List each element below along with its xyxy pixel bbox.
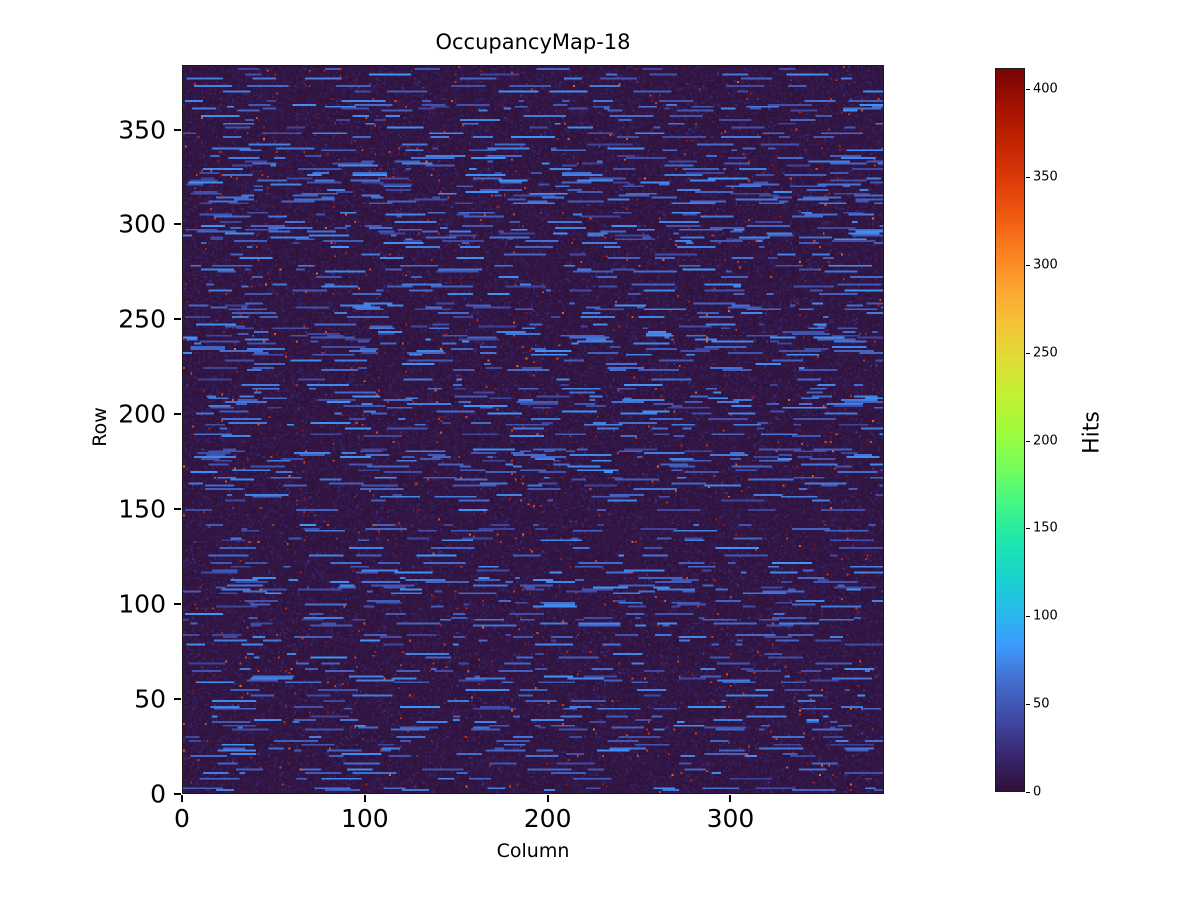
y-tick-label: 250 <box>118 304 166 334</box>
y-tick-label: 100 <box>118 589 166 619</box>
y-tick-label: 150 <box>118 494 166 524</box>
colorbar-tick-label: 100 <box>1033 608 1058 624</box>
colorbar-tick-label: 200 <box>1033 433 1058 449</box>
x-tick-mark <box>729 795 732 802</box>
chart-title: OccupancyMap-18 <box>435 30 631 54</box>
x-tick-mark <box>363 795 366 802</box>
colorbar-tick-mark <box>1026 264 1030 266</box>
y-tick-mark <box>174 223 181 226</box>
colorbar-tick-mark <box>1026 89 1030 91</box>
colorbar-tick-label: 350 <box>1033 169 1058 185</box>
colorbar-tick-mark <box>1026 176 1030 178</box>
y-tick-mark <box>174 793 181 795</box>
x-tick-label: 100 <box>340 804 389 833</box>
colorbar-label: Hits <box>1079 411 1105 454</box>
x-tick-mark <box>181 795 183 802</box>
colorbar-tick-label: 250 <box>1033 345 1058 361</box>
y-tick-mark <box>174 128 181 131</box>
x-tick-label: 200 <box>523 804 572 833</box>
x-tick-label: 300 <box>706 804 755 833</box>
y-tick-label: 300 <box>118 209 166 239</box>
colorbar-tick-mark <box>1026 528 1030 530</box>
x-tick-label: 0 <box>174 804 190 833</box>
y-tick-mark <box>174 413 181 416</box>
y-tick-mark <box>174 603 181 606</box>
colorbar-tick-mark <box>1026 792 1030 793</box>
y-tick-mark <box>174 508 181 511</box>
colorbar-tick-label: 50 <box>1033 696 1050 712</box>
colorbar-tick-mark <box>1026 704 1030 706</box>
colorbar <box>995 68 1025 792</box>
colorbar-tick-label: 300 <box>1033 257 1058 273</box>
y-tick-label: 200 <box>118 399 166 429</box>
colorbar-tick-mark <box>1026 616 1030 618</box>
heatmap-plot-area <box>182 65 884 794</box>
colorbar-tick-label: 150 <box>1033 520 1058 536</box>
y-tick-label: 0 <box>150 779 166 809</box>
x-axis-label: Column <box>496 840 570 862</box>
y-tick-mark <box>174 698 181 701</box>
colorbar-tick-mark <box>1026 440 1030 442</box>
x-tick-mark <box>546 795 549 802</box>
y-tick-label: 350 <box>118 115 166 145</box>
colorbar-tick-mark <box>1026 352 1030 354</box>
colorbar-tick-label: 0 <box>1033 784 1042 800</box>
y-tick-label: 50 <box>134 684 166 714</box>
colorbar-tick-label: 400 <box>1033 81 1058 97</box>
heatmap-canvas <box>183 66 883 793</box>
y-tick-mark <box>174 318 181 321</box>
colorbar-gradient-canvas <box>996 69 1024 791</box>
